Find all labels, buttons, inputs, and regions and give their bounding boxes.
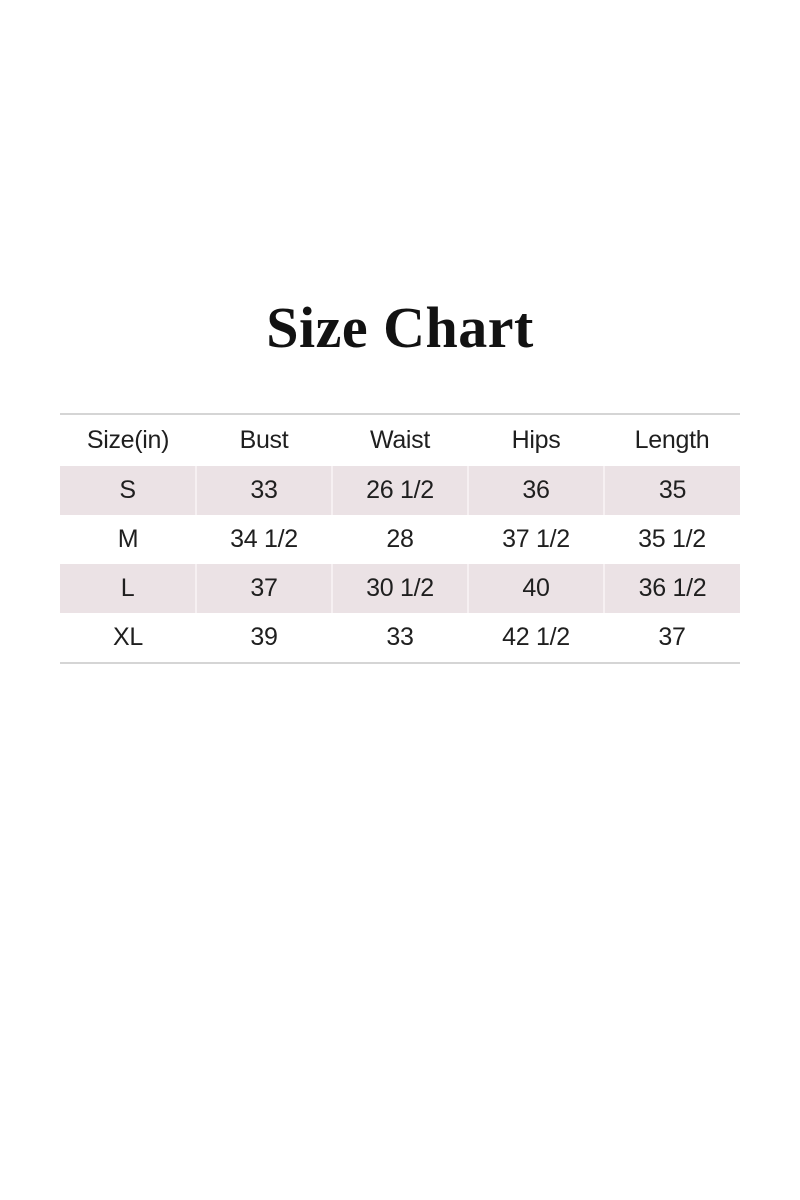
page-title: Size Chart bbox=[266, 295, 534, 360]
header-cell-hips: Hips bbox=[511, 426, 561, 454]
cell-size: S bbox=[119, 476, 136, 504]
header-row: Size(in) Bust Waist Hips Length bbox=[60, 414, 740, 466]
header-cell-bust: Bust bbox=[239, 426, 289, 454]
cell-waist: 28 bbox=[386, 525, 414, 553]
cell-length: 37 bbox=[658, 623, 686, 651]
cell-bust: 37 bbox=[195, 564, 332, 613]
header-cell-size: Size(in) bbox=[86, 426, 170, 454]
header-cell-length: Length bbox=[634, 426, 710, 454]
cell-waist: 30 1/2 bbox=[331, 564, 468, 613]
cell-waist: 26 1/2 bbox=[331, 466, 468, 515]
cell-size: M bbox=[117, 525, 139, 553]
cell-bust: 33 bbox=[195, 466, 332, 515]
cell-size: L bbox=[120, 574, 135, 602]
cell-bust: 39 bbox=[250, 623, 278, 651]
table-row-l: L 37 30 1/2 40 36 1/2 bbox=[60, 564, 740, 613]
cell-length: 36 1/2 bbox=[603, 564, 740, 613]
table-row-s: S 33 26 1/2 36 35 bbox=[60, 466, 740, 515]
table-row-m: M 34 1/2 28 37 1/2 35 1/2 bbox=[60, 515, 740, 564]
cell-length: 35 bbox=[603, 466, 740, 515]
cell-hips: 40 bbox=[467, 564, 604, 613]
cell-bust: 34 1/2 bbox=[230, 525, 298, 553]
cell-size: XL bbox=[113, 623, 143, 651]
size-chart-body: S 33 26 1/2 36 35 M 34 1/2 28 37 1/2 35 … bbox=[60, 466, 740, 663]
table-row-xl: XL 39 33 42 1/2 37 bbox=[60, 613, 740, 663]
cell-waist: 33 bbox=[386, 623, 414, 651]
cell-hips: 37 1/2 bbox=[502, 525, 570, 553]
header-cell-waist: Waist bbox=[369, 426, 431, 454]
size-chart-table: Size(in) Bust Waist Hips Length S 33 26 … bbox=[60, 413, 740, 664]
cell-hips: 36 bbox=[467, 466, 604, 515]
size-chart-header: Size(in) Bust Waist Hips Length bbox=[60, 414, 740, 466]
cell-length: 35 1/2 bbox=[638, 525, 706, 553]
cell-hips: 42 1/2 bbox=[502, 623, 570, 651]
